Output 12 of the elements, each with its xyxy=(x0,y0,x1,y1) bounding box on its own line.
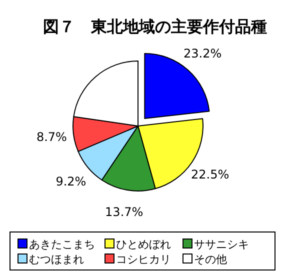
legend-label: あきたこまち xyxy=(29,238,95,251)
legend-label: その他 xyxy=(194,253,227,266)
data-label: 8.7% xyxy=(36,130,67,144)
data-label: 9.2% xyxy=(56,174,86,188)
data-label: 22.5% xyxy=(191,168,230,182)
legend-label: ササニシキ xyxy=(194,238,249,251)
data-label: 13.7% xyxy=(105,204,144,219)
chart-title: 図７ 東北地域の主要作付品種 xyxy=(43,17,267,36)
legend-label: コシヒカリ xyxy=(116,253,171,266)
legend-label: ひとめぼれ xyxy=(116,238,171,251)
legend-label: むつほまれ xyxy=(29,253,84,266)
data-label: 23.2% xyxy=(184,46,222,61)
